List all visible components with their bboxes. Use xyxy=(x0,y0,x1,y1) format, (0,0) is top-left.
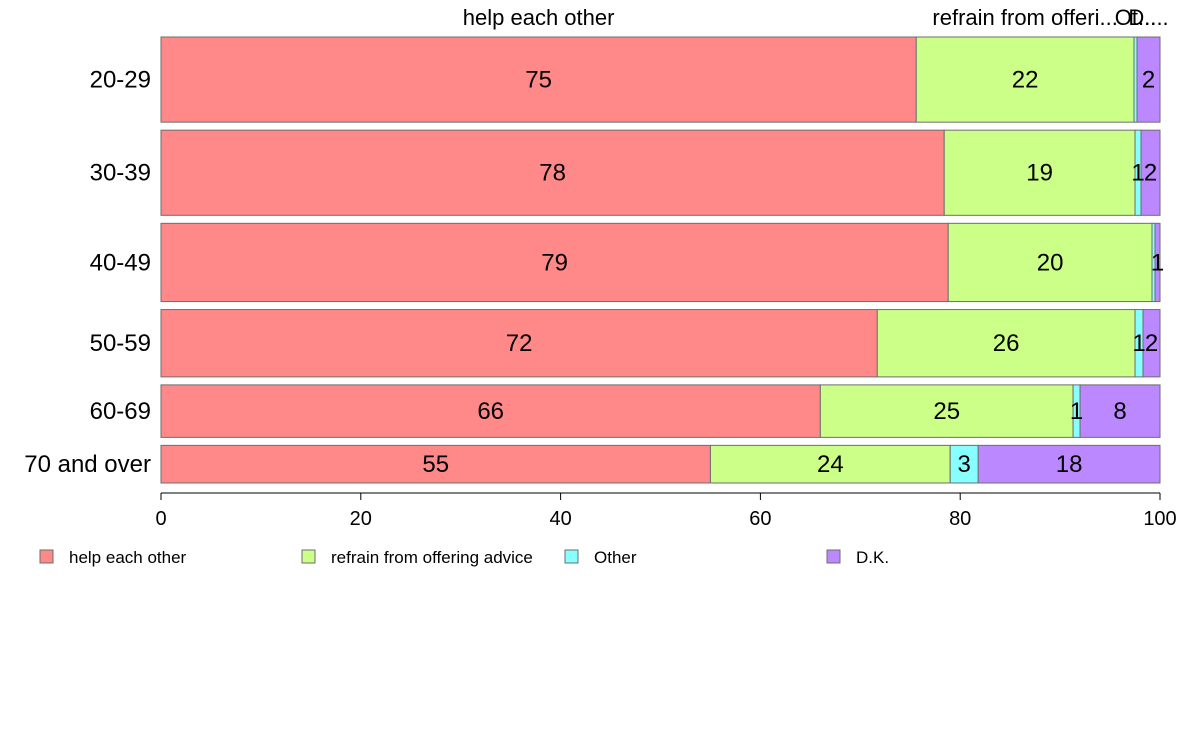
data-label: 66 xyxy=(477,398,504,425)
x-tick-label: 20 xyxy=(350,508,372,530)
bar-segment xyxy=(876,309,1136,378)
legend-label: Other xyxy=(594,548,637,567)
bar-segment xyxy=(160,222,949,303)
x-tick-label: 60 xyxy=(749,508,771,530)
category-label: 20-29 xyxy=(90,67,151,94)
data-label: 78 xyxy=(539,160,566,187)
data-label: 72 xyxy=(506,330,533,357)
category-label: 70 and over xyxy=(24,451,151,478)
data-label: 8 xyxy=(1113,398,1126,425)
data-label: 79 xyxy=(541,249,568,276)
bar-segment xyxy=(947,222,1153,303)
x-axis: 0 20 40 60 80 100 xyxy=(155,492,1177,530)
bar-segment xyxy=(160,309,878,378)
series-top-label: help each other xyxy=(463,5,615,30)
data-label: 75 xyxy=(525,67,552,94)
legend: help each other refrain from offering adv… xyxy=(39,548,889,567)
data-label: 19 xyxy=(1026,160,1053,187)
top-labels-group: help each other refrain from offeri...Ot.… xyxy=(463,5,1169,30)
data-label: 25 xyxy=(933,398,960,425)
data-label: 3 xyxy=(958,451,971,478)
series-top-label: refrain from offeri... xyxy=(932,5,1117,30)
data-label: 1 xyxy=(1132,330,1145,357)
data-label: 20 xyxy=(1037,249,1064,276)
x-tick-label: 40 xyxy=(549,508,571,530)
legend-label: D.K. xyxy=(856,548,889,567)
data-label: 1 xyxy=(1070,398,1083,425)
category-label: 50-59 xyxy=(90,330,151,357)
data-label: 2 xyxy=(1144,160,1157,187)
data-label: 24 xyxy=(817,451,844,478)
legend-swatch xyxy=(39,549,54,564)
bar-segment xyxy=(1136,36,1161,123)
x-tick-label: 80 xyxy=(949,508,971,530)
category-label: 30-39 xyxy=(90,160,151,187)
bar-segment xyxy=(949,444,979,484)
data-label: 2 xyxy=(1142,67,1155,94)
bar-segment xyxy=(1142,309,1161,378)
legend-label: help each other xyxy=(69,548,187,567)
bar-segment xyxy=(1154,222,1161,303)
bar-segment xyxy=(1140,129,1161,216)
series-top-label: D.... xyxy=(1128,5,1168,30)
category-label: 60-69 xyxy=(90,398,151,425)
series-top-label: Ot... xyxy=(1115,5,1157,30)
data-label: 55 xyxy=(422,451,449,478)
bar-segment xyxy=(1079,384,1161,438)
bar-segment xyxy=(915,36,1135,123)
data-label: 1 xyxy=(1131,160,1144,187)
bar-segment xyxy=(977,444,1161,484)
bar-segment xyxy=(943,129,1136,216)
data-label: 18 xyxy=(1056,451,1083,478)
bar-segment xyxy=(160,36,917,123)
legend-label: refrain from offering advice xyxy=(331,548,533,567)
legend-swatch xyxy=(301,549,316,564)
bar-segment xyxy=(160,129,945,216)
legend-swatch xyxy=(826,549,841,564)
data-label: 22 xyxy=(1012,67,1039,94)
x-tick-label: 100 xyxy=(1143,508,1176,530)
bars-group: 75 22 278 19 1 279 20 172 26 1 266 25 1 855 24 3 18 xyxy=(160,36,1164,484)
category-labels-group: 20-29 30-39 40-49 50-59 60-69 70 and over xyxy=(24,67,151,479)
legend-swatch xyxy=(564,549,579,564)
data-label: 1 xyxy=(1151,249,1164,276)
data-label: 2 xyxy=(1145,330,1158,357)
bar-segment xyxy=(160,384,821,438)
category-label: 40-49 xyxy=(90,249,151,276)
x-tick-label: 0 xyxy=(155,508,166,530)
bar-segment xyxy=(819,384,1074,438)
data-label: 26 xyxy=(993,330,1020,357)
